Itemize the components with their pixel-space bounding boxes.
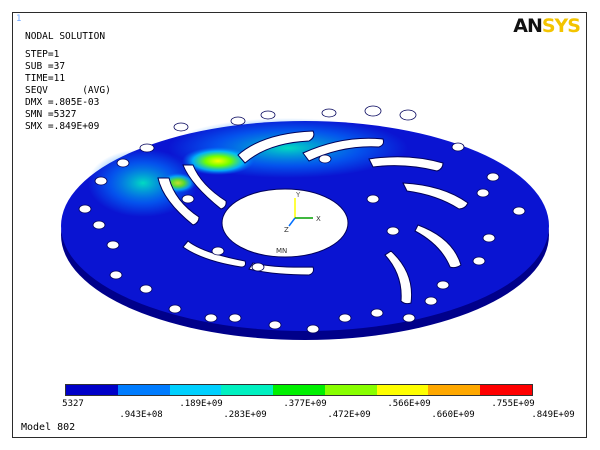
legend-label: .377E+09 bbox=[283, 399, 327, 409]
legend-band-9 bbox=[480, 385, 533, 395]
legend-band-6 bbox=[324, 385, 377, 395]
legend-label: .943E+08 bbox=[119, 410, 163, 420]
info-line-seqv: SEQV (AVG) bbox=[25, 85, 111, 96]
center-bore bbox=[221, 188, 349, 258]
info-line-time: TIME=11 bbox=[25, 73, 66, 84]
vent-holes bbox=[78, 105, 526, 334]
legend-tick-labels: 5327 .189E+09 .377E+09 .566E+09 .755E+09… bbox=[13, 399, 586, 425]
legend-label: .755E+09 bbox=[491, 399, 535, 409]
legend-label: .472E+09 bbox=[327, 410, 371, 420]
contour-legend-bar bbox=[65, 384, 533, 396]
info-line-step: STEP=1 bbox=[25, 49, 60, 60]
legend-band-5 bbox=[273, 385, 325, 395]
legend-band-2 bbox=[117, 385, 170, 395]
legend-label: .189E+09 bbox=[179, 399, 223, 409]
disc-body bbox=[61, 105, 549, 340]
legend-band-3 bbox=[169, 385, 222, 395]
solution-info: NODAL SOLUTION STEP=1 SUB =37 TIME=11 SE… bbox=[25, 31, 111, 133]
legend-label: .283E+09 bbox=[223, 410, 267, 420]
triad-x-label: X bbox=[316, 215, 321, 223]
coordinate-triad: Y X Z MN bbox=[276, 191, 321, 255]
legend-label: 5327 bbox=[62, 399, 84, 409]
legend-band-7 bbox=[376, 385, 429, 395]
stress-hotspot bbox=[182, 147, 254, 175]
info-line-sub: SUB =37 bbox=[25, 61, 66, 72]
legend-label: .566E+09 bbox=[387, 399, 431, 409]
info-line-smx: SMX =.849E+09 bbox=[25, 121, 100, 132]
model-caption: Model 802 bbox=[21, 422, 76, 433]
ansys-logo: ANSYS bbox=[513, 15, 581, 37]
vane-slots bbox=[157, 130, 469, 305]
legend-band-1 bbox=[66, 385, 118, 395]
triad-y-label: Y bbox=[295, 191, 301, 199]
graphics-viewport[interactable]: 1 ANSYS NODAL SOLUTION STEP=1 SUB =37 TI… bbox=[12, 12, 587, 438]
info-line-dmx: DMX =.805E-03 bbox=[25, 97, 100, 108]
legend-label: .660E+09 bbox=[431, 410, 475, 420]
info-line-smn: SMN =5327 bbox=[25, 109, 77, 120]
legend-band-8 bbox=[428, 385, 481, 395]
legend-label: .849E+09 bbox=[531, 410, 575, 420]
triad-z-label: Z bbox=[284, 226, 289, 234]
window-number: 1 bbox=[16, 14, 22, 24]
legend-band-4 bbox=[221, 385, 274, 395]
brake-disc-model: Y X Z MN bbox=[61, 105, 549, 340]
solution-title: NODAL SOLUTION bbox=[25, 31, 106, 42]
min-marker-label: MN bbox=[276, 247, 287, 255]
